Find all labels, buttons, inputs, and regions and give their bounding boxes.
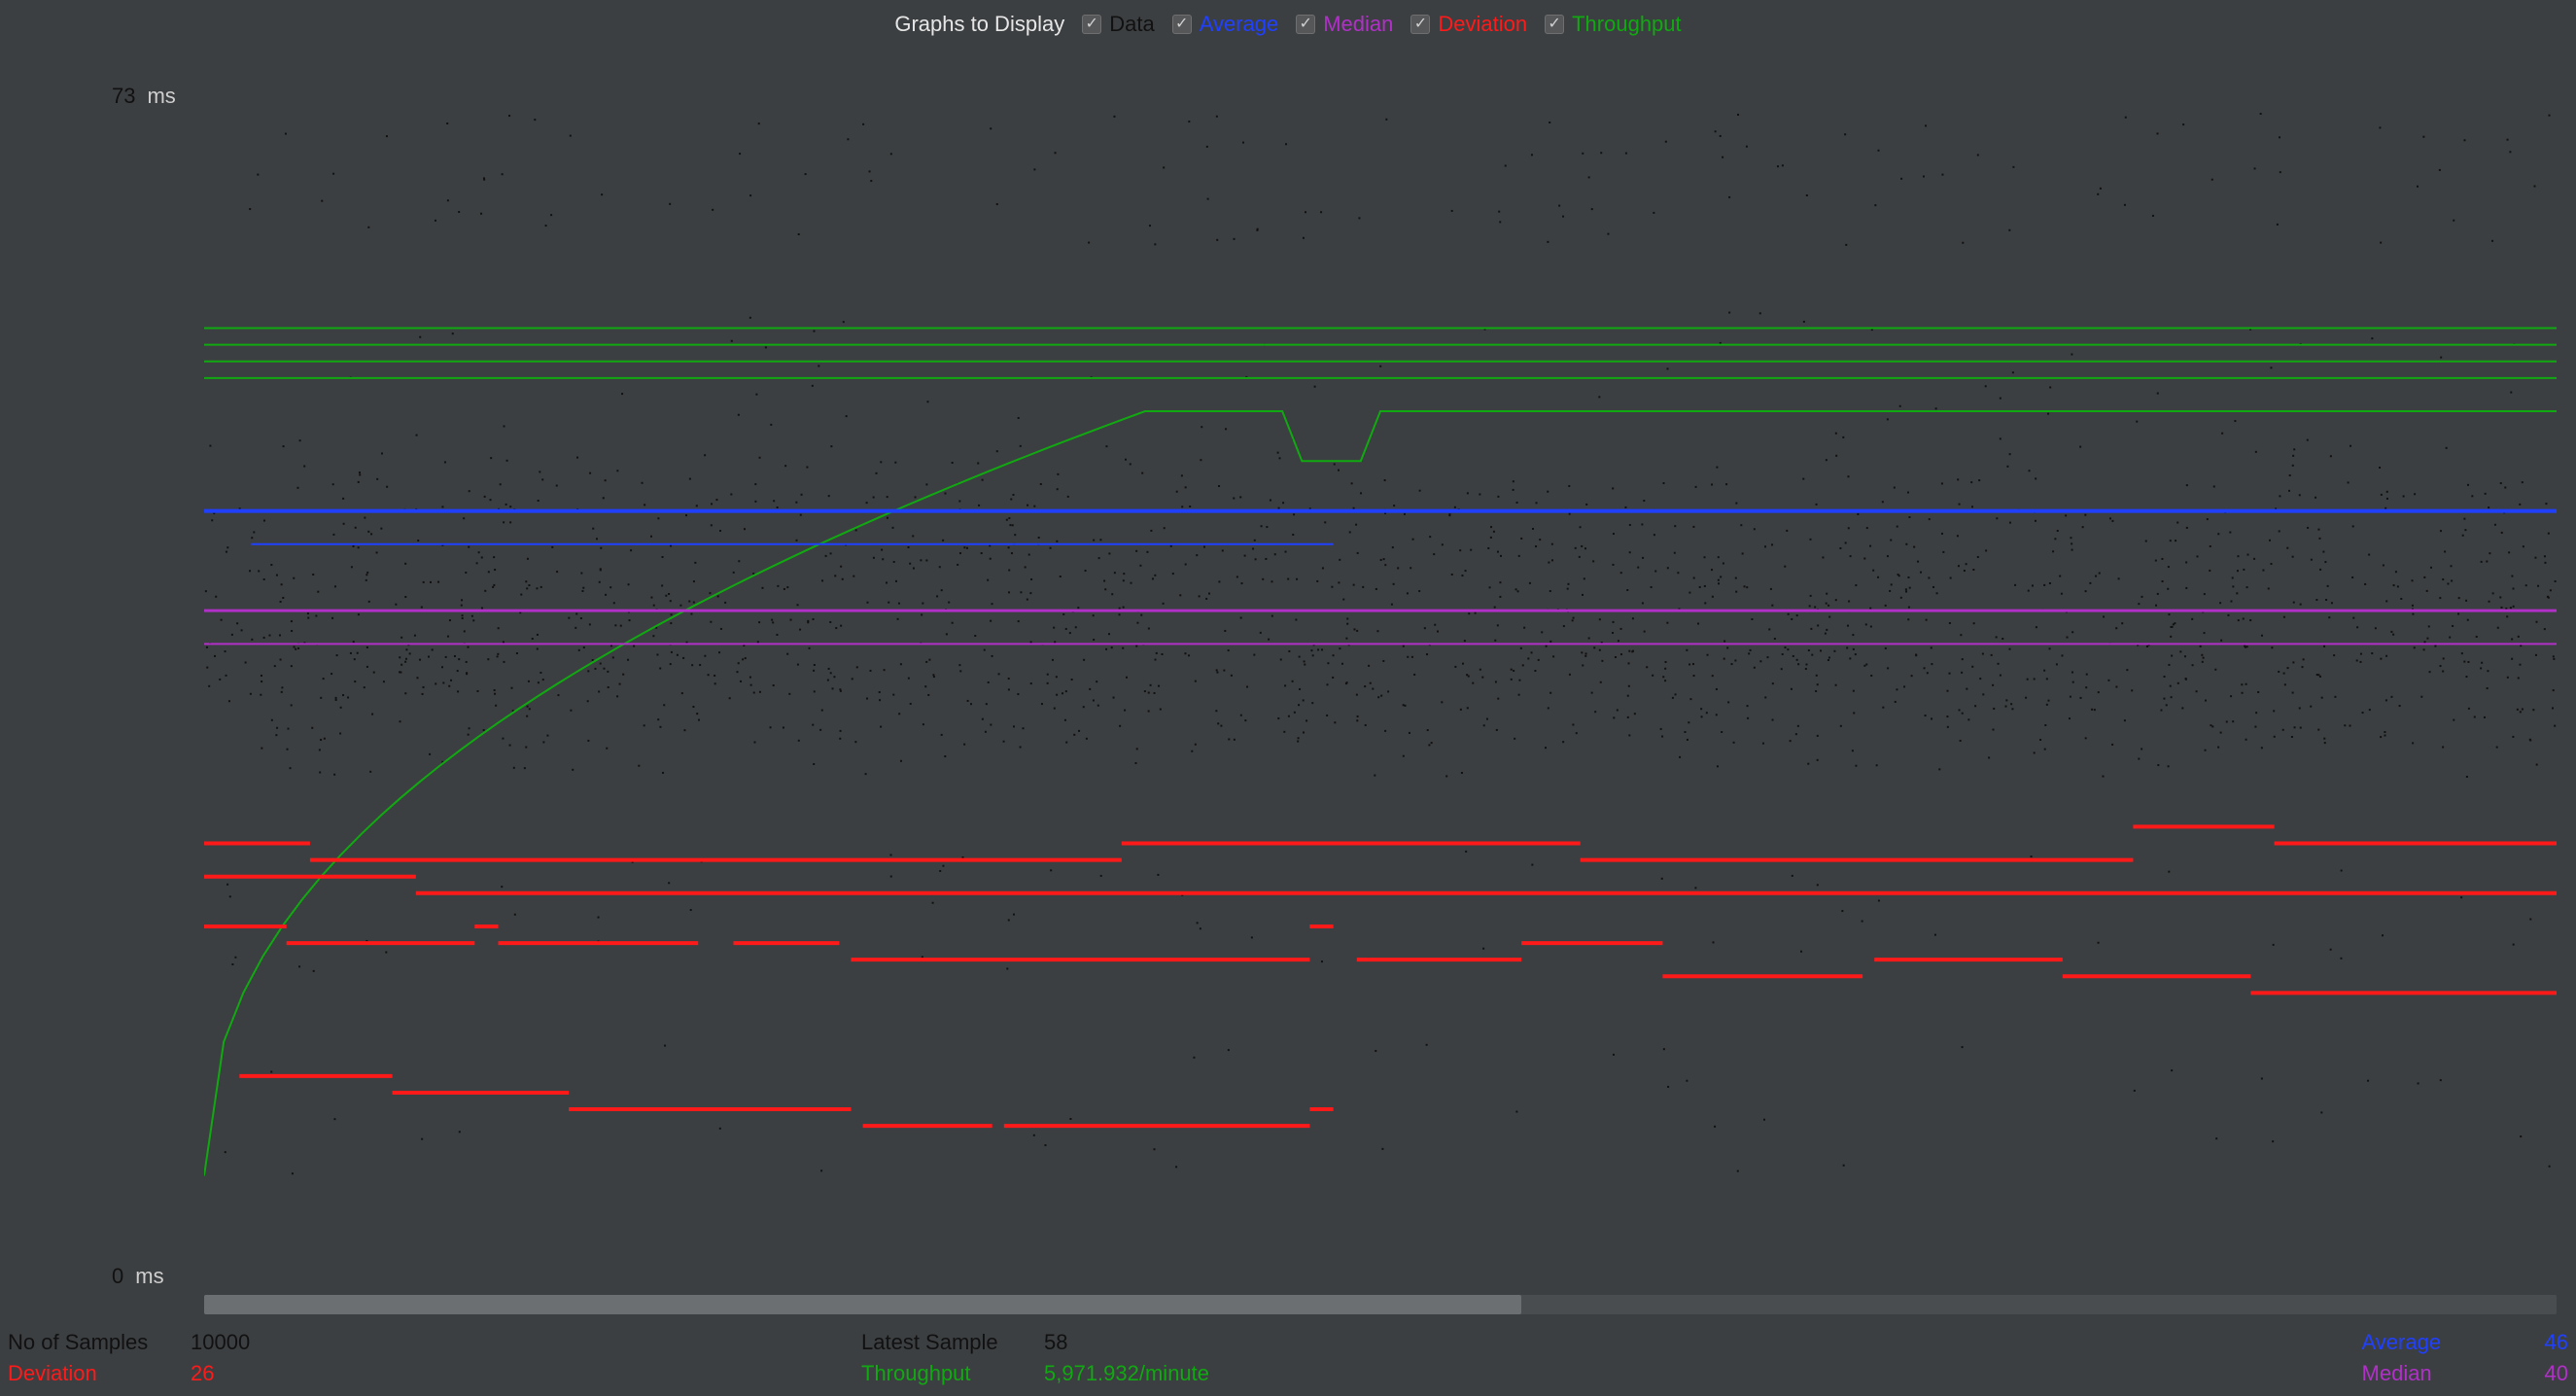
yaxis-max-value: 73: [112, 84, 135, 109]
checkbox-label: Data: [1109, 12, 1154, 37]
checkbox-deviation[interactable]: Deviation: [1410, 12, 1527, 37]
stat-label: Median: [2362, 1361, 2527, 1386]
checkbox-box-icon: [1296, 15, 1315, 34]
graph-results-panel: Graphs to Display Data Average Median De…: [0, 0, 2576, 1396]
checkbox-box-icon: [1545, 15, 1564, 34]
checkbox-median[interactable]: Median: [1296, 12, 1393, 37]
checkbox-label: Median: [1323, 12, 1393, 37]
checkbox-average[interactable]: Average: [1172, 12, 1279, 37]
stat-average: Average 46: [1715, 1330, 2568, 1355]
checkbox-label: Throughput: [1572, 12, 1682, 37]
stats-row: No of Samples 10000 Latest Sample 58 Ave…: [8, 1330, 2568, 1386]
stat-label: Average: [2362, 1330, 2527, 1355]
graph-canvas: [204, 62, 2557, 1275]
stat-deviation: Deviation 26: [8, 1361, 861, 1386]
stat-throughput: Throughput 5,971.932/minute: [861, 1361, 1715, 1386]
stat-latest-sample: Latest Sample 58: [861, 1330, 1715, 1355]
scrollbar-thumb[interactable]: [204, 1295, 1521, 1314]
checkbox-data[interactable]: Data: [1082, 12, 1154, 37]
stat-label: No of Samples: [8, 1330, 173, 1355]
checkbox-label: Average: [1200, 12, 1279, 37]
graphs-to-display-label: Graphs to Display: [894, 12, 1064, 37]
stat-value: 26: [191, 1361, 214, 1386]
checkbox-box-icon: [1410, 15, 1430, 34]
checkbox-label: Deviation: [1438, 12, 1527, 37]
stat-value: 46: [2545, 1330, 2568, 1355]
yaxis-min: 0 ms: [112, 1264, 164, 1289]
stat-label: Latest Sample: [861, 1330, 1027, 1355]
series-throughput-ramp: [204, 411, 2557, 1175]
yaxis-min-value: 0: [112, 1264, 123, 1289]
checkbox-box-icon: [1082, 15, 1101, 34]
yaxis-max: 73 ms: [112, 84, 176, 109]
yaxis-unit: ms: [135, 1264, 163, 1289]
stat-label: Throughput: [861, 1361, 1027, 1386]
checkbox-throughput[interactable]: Throughput: [1545, 12, 1682, 37]
stat-label: Deviation: [8, 1361, 173, 1386]
stat-value: 5,971.932/minute: [1044, 1361, 1209, 1386]
graphs-to-display-row: Graphs to Display Data Average Median De…: [0, 12, 2576, 37]
chart-svg: [204, 62, 2557, 1275]
checkbox-box-icon: [1172, 15, 1192, 34]
horizontal-scrollbar[interactable]: [204, 1295, 2557, 1314]
stat-value: 10000: [191, 1330, 250, 1355]
stat-no-of-samples: No of Samples 10000: [8, 1330, 861, 1355]
stat-value: 58: [1044, 1330, 1067, 1355]
yaxis-unit: ms: [147, 84, 175, 109]
stat-median: Median 40: [1715, 1361, 2568, 1386]
stat-value: 40: [2545, 1361, 2568, 1386]
